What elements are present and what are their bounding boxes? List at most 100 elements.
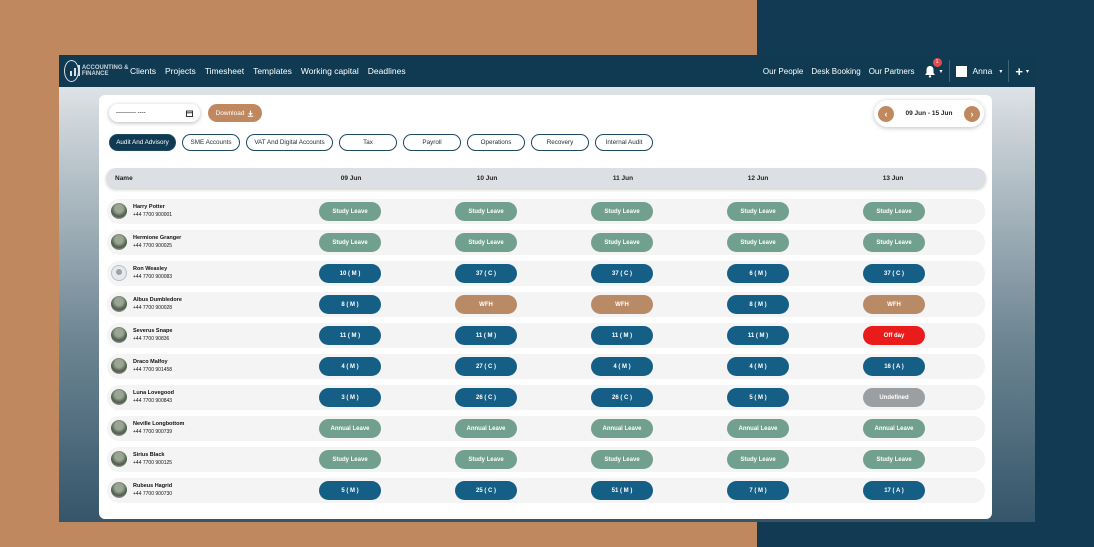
schedule-pill[interactable]: 27 ( C ) [455, 357, 517, 376]
schedule-pill[interactable]: 8 ( M ) [319, 295, 381, 314]
prev-week-button[interactable]: ‹ [878, 105, 894, 122]
nav-working-capital[interactable]: Working capital [300, 66, 359, 76]
schedule-pill[interactable]: Annual Leave [319, 419, 381, 438]
schedule-pill[interactable]: Study Leave [727, 450, 789, 469]
schedule-pill[interactable]: 16 ( A ) [863, 357, 925, 376]
schedule-pill[interactable]: Undefined [863, 388, 925, 407]
user-menu[interactable]: Anna ▾ [955, 65, 1002, 77]
schedule-pill[interactable]: Study Leave [455, 233, 517, 252]
table-row: Ron Weasley +44 7700 900083 10 ( M ) 37 ( C… [107, 261, 985, 286]
person-cell[interactable]: Severus Snape +44 7700 90836 [111, 327, 172, 343]
person-cell[interactable]: Ron Weasley +44 7700 900083 [111, 265, 172, 281]
schedule-pill[interactable]: 26 ( C ) [591, 388, 653, 407]
person-cell[interactable]: Neville Longbottom +44 7700 900739 [111, 420, 184, 436]
schedule-pill[interactable]: 4 ( M ) [591, 357, 653, 376]
schedule-pill[interactable]: Study Leave [863, 233, 925, 252]
add-menu-button[interactable]: + ▾ [1015, 64, 1029, 79]
nav-desk-booking[interactable]: Desk Booking [811, 66, 861, 76]
nav-templates[interactable]: Templates [253, 66, 292, 76]
schedule-pill[interactable]: 26 ( C ) [455, 388, 517, 407]
schedule-pill[interactable]: Study Leave [455, 450, 517, 469]
schedule-pill[interactable]: 51 ( M ) [591, 481, 653, 500]
person-cell[interactable]: Harry Potter +44 7700 900001 [111, 203, 172, 219]
nav-our-people[interactable]: Our People [762, 66, 804, 76]
schedule-pill[interactable]: Study Leave [319, 202, 381, 221]
tab-recovery[interactable]: Recovery [531, 134, 589, 151]
person-cell[interactable]: Sirius Black +44 7700 900125 [111, 451, 172, 467]
person-phone: +44 7700 900843 [133, 398, 173, 404]
schedule-pill[interactable]: 10 ( M ) [319, 264, 381, 283]
schedule-pill[interactable]: 8 ( M ) [727, 295, 789, 314]
schedule-panel: ---------- ---- Download ‹ 09 Jun - 15 J… [99, 95, 992, 519]
person-phone: +44 7700 900001 [133, 212, 173, 218]
schedule-pill[interactable]: Annual Leave [863, 419, 925, 438]
schedule-pill[interactable]: Study Leave [727, 202, 789, 221]
person-cell[interactable]: Hermione Granger +44 7700 900025 [111, 234, 181, 250]
schedule-pill[interactable]: WFH [455, 295, 517, 314]
person-info: Severus Snape +44 7700 90836 [133, 327, 172, 343]
next-week-button[interactable]: › [964, 105, 980, 122]
nav-projects[interactable]: Projects [164, 66, 196, 76]
schedule-pill[interactable]: Annual Leave [727, 419, 789, 438]
schedule-pill[interactable]: Study Leave [319, 233, 381, 252]
person-info: Draco Malfoy +44 7700 901458 [133, 358, 172, 374]
person-cell[interactable]: Draco Malfoy +44 7700 901458 [111, 358, 172, 374]
chevron-down-icon[interactable]: ▾ [939, 68, 943, 75]
schedule-pill[interactable]: 11 ( M ) [455, 326, 517, 345]
download-button[interactable]: Download [208, 104, 262, 122]
name-column-header: Name [115, 175, 133, 182]
schedule-pill[interactable]: Study Leave [727, 233, 789, 252]
schedule-pill[interactable]: WFH [591, 295, 653, 314]
logo[interactable]: Accounting & Finance [64, 60, 130, 82]
schedule-pill[interactable]: 11 ( M ) [319, 326, 381, 345]
schedule-pill[interactable]: Study Leave [591, 233, 653, 252]
tab-internal-audit[interactable]: Internal Audit [595, 134, 653, 151]
tab-sme-accounts[interactable]: SME Accounts [182, 134, 240, 151]
nav-our-partners[interactable]: Our Partners [868, 66, 915, 76]
schedule-pill[interactable]: Annual Leave [591, 419, 653, 438]
schedule-pill[interactable]: 4 ( M ) [727, 357, 789, 376]
schedule-pill[interactable]: 25 ( C ) [455, 481, 517, 500]
schedule-pill[interactable]: 11 ( M ) [727, 326, 789, 345]
schedule-pill[interactable]: 37 ( C ) [863, 264, 925, 283]
notification-count-badge: 1 [932, 58, 942, 67]
person-cell[interactable]: Rubeus Hagrid +44 7700 900730 [111, 482, 172, 498]
schedule-pill[interactable]: 5 ( M ) [319, 481, 381, 500]
schedule-pill[interactable]: 11 ( M ) [591, 326, 653, 345]
schedule-pill[interactable]: Study Leave [863, 450, 925, 469]
person-name: Albus Dumbledore [133, 297, 182, 303]
tab-vat-and-digital-accounts[interactable]: VAT And Digital Accounts [246, 134, 333, 151]
notifications-button[interactable]: 1 [923, 58, 942, 78]
date-picker-input[interactable]: ---------- ---- [109, 104, 200, 122]
schedule-pill[interactable]: 7 ( M ) [727, 481, 789, 500]
person-phone: +44 7700 90836 [133, 336, 170, 342]
tab-payroll[interactable]: Payroll [403, 134, 461, 151]
schedule-pill[interactable]: 17 ( A ) [863, 481, 925, 500]
person-cell[interactable]: Luna Lovegood +44 7700 900843 [111, 389, 174, 405]
schedule-pill[interactable]: 37 ( C ) [455, 264, 517, 283]
schedule-pill[interactable]: Annual Leave [455, 419, 517, 438]
schedule-pill[interactable]: 5 ( M ) [727, 388, 789, 407]
tab-tax[interactable]: Tax [339, 134, 397, 151]
person-cell[interactable]: Albus Dumbledore +44 7700 900028 [111, 296, 182, 312]
person-name: Neville Longbottom [133, 421, 185, 427]
schedule-pill[interactable]: 6 ( M ) [727, 264, 789, 283]
schedule-pill[interactable]: Study Leave [455, 202, 517, 221]
schedule-pill[interactable]: Study Leave [591, 202, 653, 221]
tab-operations[interactable]: Operations [467, 134, 525, 151]
schedule-pill[interactable]: 3 ( M ) [319, 388, 381, 407]
day-column-header: 12 Jun [747, 175, 769, 182]
bell-icon [924, 66, 935, 78]
nav-deadlines[interactable]: Deadlines [367, 66, 406, 76]
nav-clients[interactable]: Clients [130, 66, 156, 76]
schedule-pill[interactable]: Study Leave [591, 450, 653, 469]
schedule-pill[interactable]: Off day [863, 326, 925, 345]
schedule-pill[interactable]: 4 ( M ) [319, 357, 381, 376]
avatar [111, 482, 127, 498]
schedule-pill[interactable]: WFH [863, 295, 925, 314]
nav-timesheet[interactable]: Timesheet [204, 66, 245, 76]
schedule-pill[interactable]: Study Leave [863, 202, 925, 221]
schedule-pill[interactable]: Study Leave [319, 450, 381, 469]
tab-audit-and-advisory[interactable]: Audit And Advisory [109, 134, 176, 151]
schedule-pill[interactable]: 37 ( C ) [591, 264, 653, 283]
